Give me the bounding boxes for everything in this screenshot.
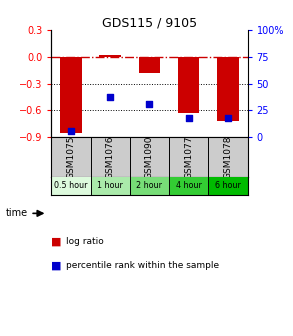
- Bar: [169, 177, 208, 195]
- Text: time: time: [6, 208, 28, 218]
- Point: [108, 95, 113, 100]
- Bar: [130, 177, 169, 195]
- Text: log ratio: log ratio: [66, 238, 104, 246]
- Text: ■: ■: [51, 260, 62, 270]
- Bar: [91, 177, 130, 195]
- Text: GSM1077: GSM1077: [184, 135, 193, 178]
- Text: 2 hour: 2 hour: [137, 181, 162, 190]
- Text: GSM1075: GSM1075: [67, 135, 75, 178]
- Text: 6 hour: 6 hour: [215, 181, 241, 190]
- Text: 0.5 hour: 0.5 hour: [54, 181, 88, 190]
- Text: ■: ■: [51, 237, 62, 247]
- Text: 1 hour: 1 hour: [97, 181, 123, 190]
- Text: 4 hour: 4 hour: [176, 181, 202, 190]
- Point: [147, 101, 152, 107]
- Bar: [139, 57, 160, 73]
- Text: GSM1090: GSM1090: [145, 135, 154, 178]
- Point: [69, 128, 73, 133]
- Title: GDS115 / 9105: GDS115 / 9105: [102, 16, 197, 29]
- Text: GSM1076: GSM1076: [106, 135, 115, 178]
- Bar: [178, 57, 200, 113]
- Bar: [217, 57, 239, 121]
- Point: [226, 115, 230, 120]
- Bar: [208, 177, 248, 195]
- Bar: [99, 55, 121, 57]
- Text: GSM1078: GSM1078: [224, 135, 232, 178]
- Point: [186, 115, 191, 120]
- Text: percentile rank within the sample: percentile rank within the sample: [66, 261, 219, 270]
- Bar: [60, 57, 82, 132]
- Bar: [51, 177, 91, 195]
